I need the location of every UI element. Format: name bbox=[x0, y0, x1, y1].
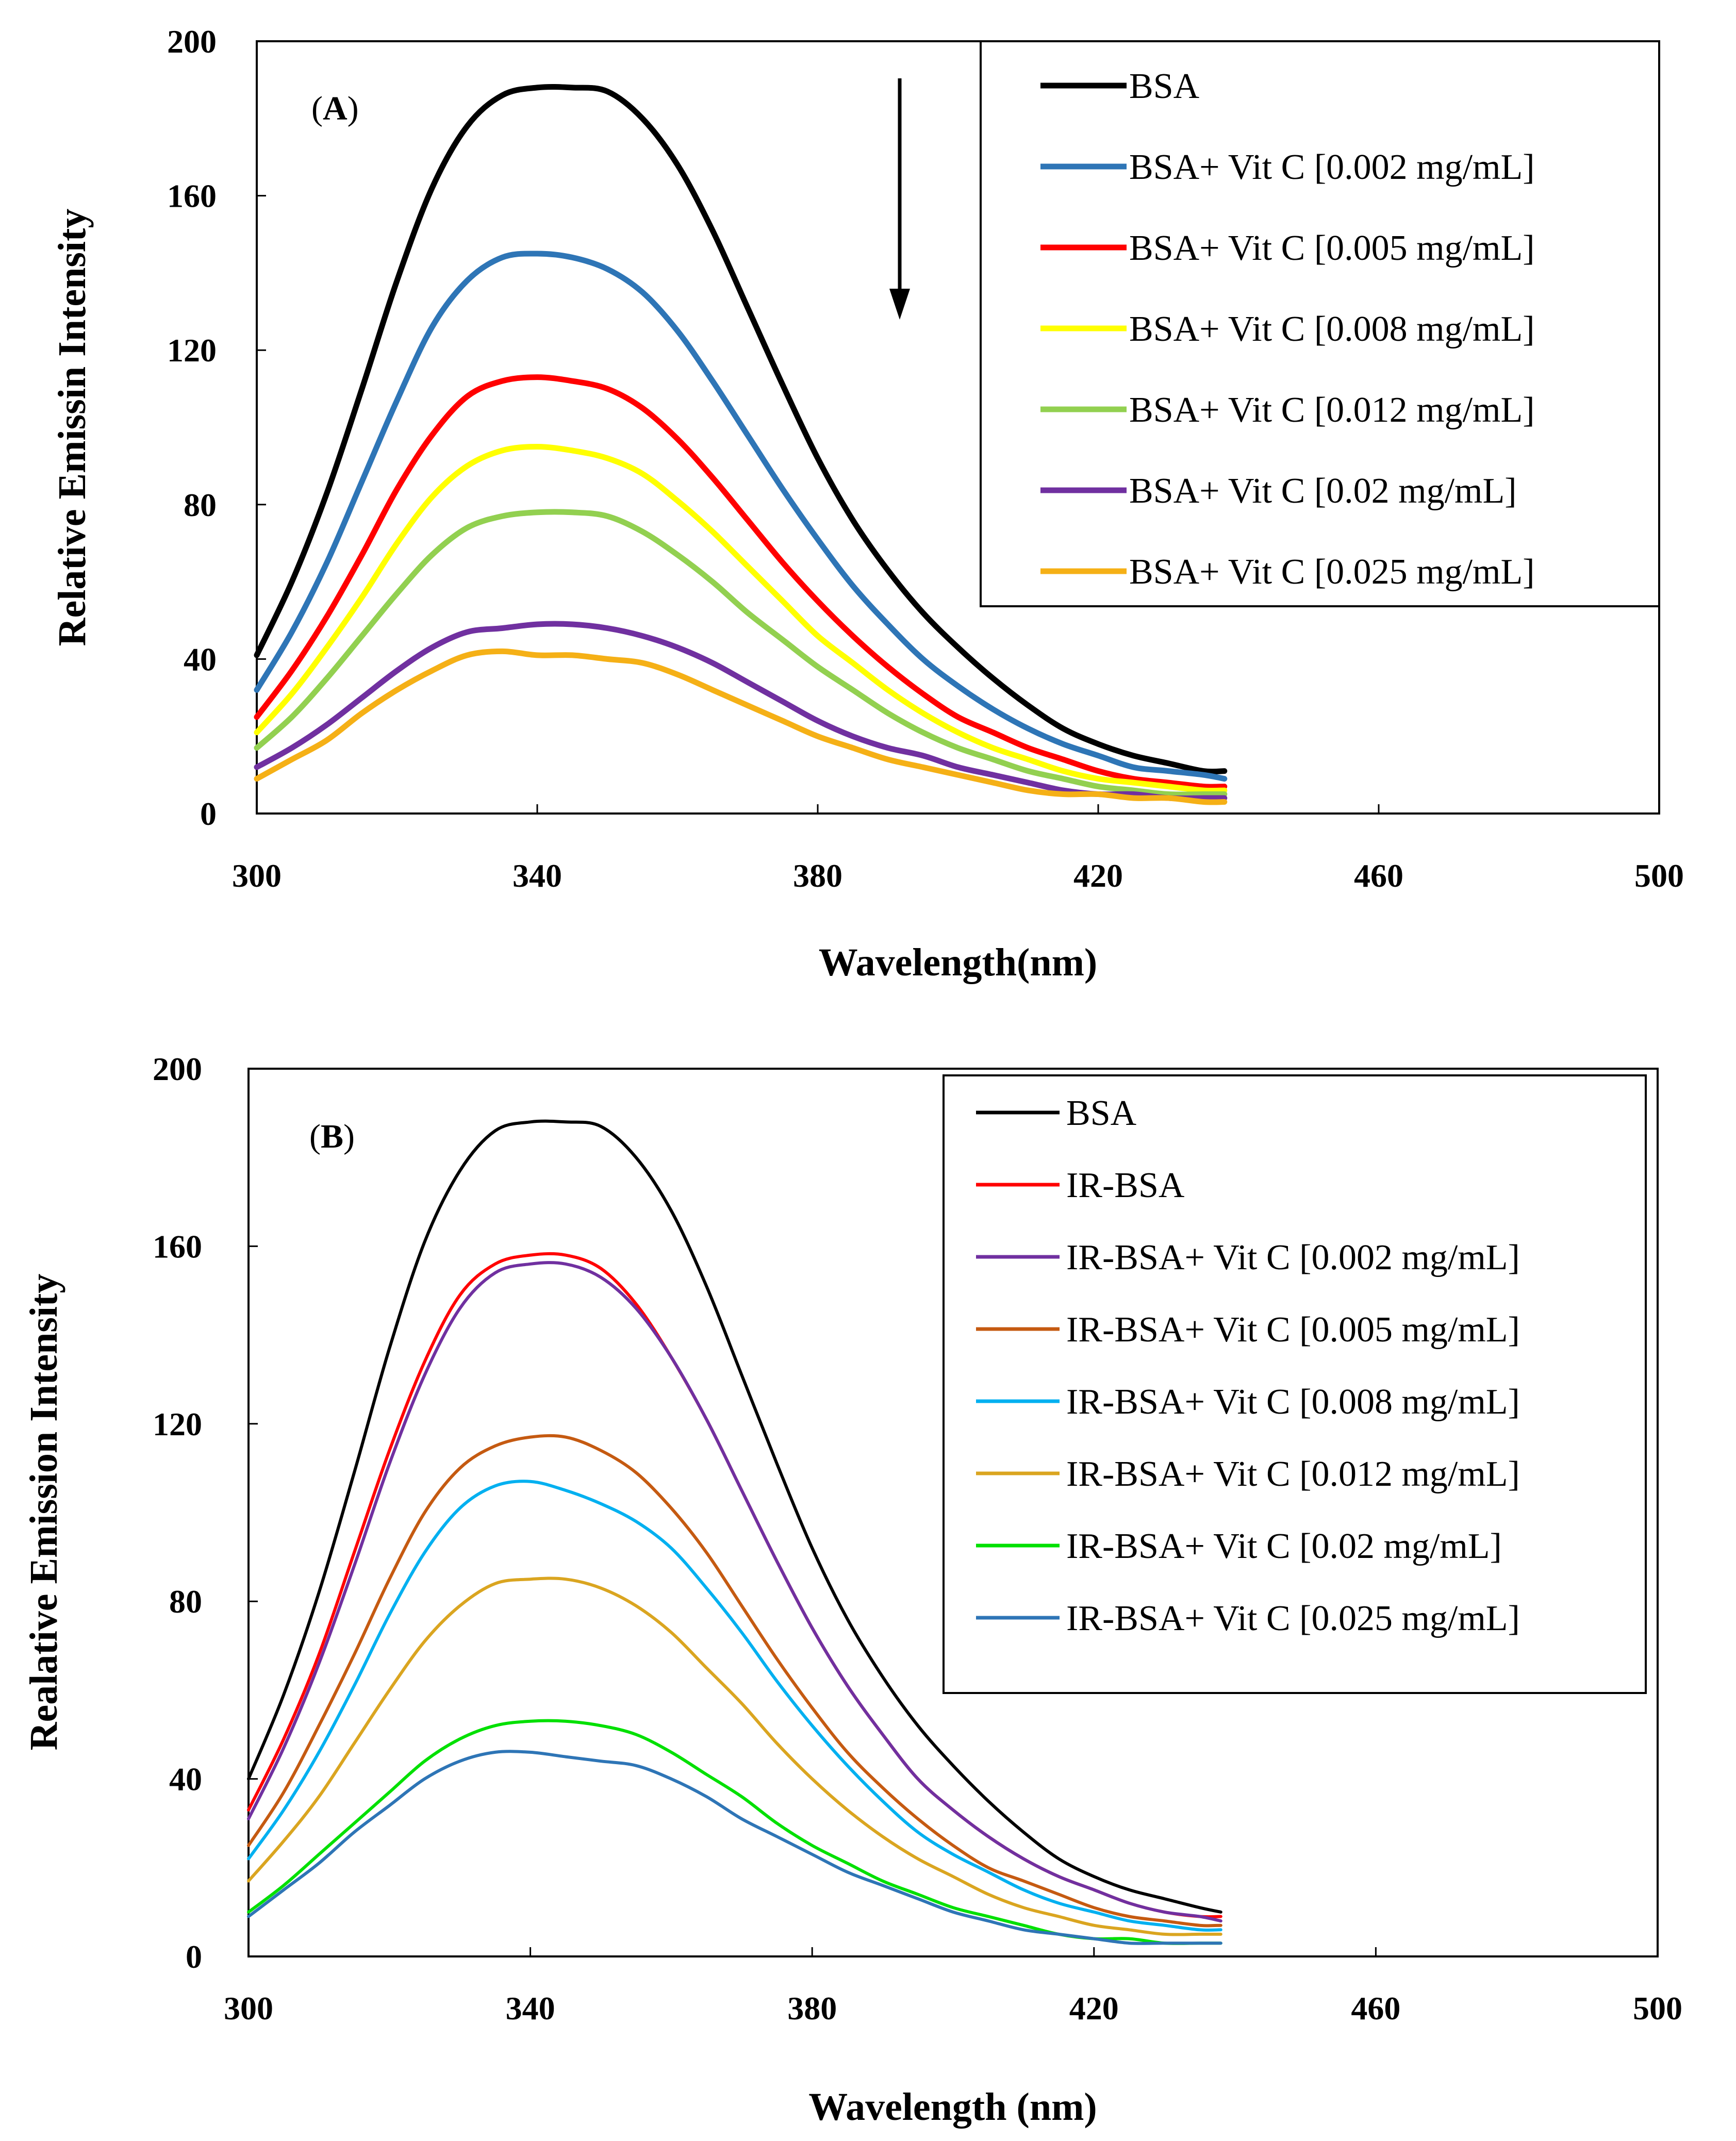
y-axis-title-a: Relative Emissin Intensity bbox=[51, 209, 94, 646]
legend-label: BSA+ Vit C [0.012 mg/mL] bbox=[1129, 390, 1535, 430]
x-tick-label: 380 bbox=[793, 857, 842, 894]
x-axis-title-b: Wavelength (nm) bbox=[808, 2085, 1097, 2129]
y-tick-label: 200 bbox=[167, 23, 217, 60]
y-tick-label: 160 bbox=[167, 178, 217, 214]
series-line bbox=[247, 1261, 1222, 1923]
downward-arrowhead bbox=[889, 289, 910, 320]
x-tick-label: 500 bbox=[1634, 857, 1684, 894]
legend-label: BSA+ Vit C [0.005 mg/mL] bbox=[1129, 228, 1535, 268]
y-tick-label: 80 bbox=[169, 1583, 202, 1620]
legend-label: IR-BSA+ Vit C [0.008 mg/mL] bbox=[1066, 1382, 1520, 1422]
x-axis-title-a: Wavelength(nm) bbox=[819, 941, 1097, 984]
legend-label: BSA bbox=[1129, 67, 1200, 106]
panel-label-b: (B) bbox=[309, 1118, 355, 1155]
y-tick-label: 200 bbox=[153, 1051, 202, 1087]
x-tick-label: 340 bbox=[506, 1990, 555, 2027]
legend-box-a bbox=[980, 40, 1660, 607]
y-tick-label: 40 bbox=[184, 641, 217, 677]
x-tick-label: 380 bbox=[787, 1990, 837, 2027]
legend-label: BSA+ Vit C [0.02 mg/mL] bbox=[1129, 471, 1517, 511]
panel-b: 300 340 380 420 460 500 0 40 80 120 160 200 (B) BSA… bbox=[22, 1051, 1682, 2129]
y-tick-label: 40 bbox=[169, 1761, 202, 1798]
panel-label-a: (A) bbox=[311, 90, 359, 127]
legend-label: IR-BSA+ Vit C [0.002 mg/mL] bbox=[1066, 1238, 1520, 1277]
legend-label: BSA+ Vit C [0.002 mg/mL] bbox=[1129, 147, 1535, 187]
x-tick-label: 460 bbox=[1351, 1990, 1400, 2027]
panel-a: 300 340 380 420 460 500 0 40 80 120 160 200 (A) BSA… bbox=[51, 23, 1684, 984]
series-line bbox=[247, 1434, 1222, 1928]
y-tick-label: 80 bbox=[184, 487, 217, 523]
series-line bbox=[247, 1750, 1222, 1945]
legend-label: IR-BSA bbox=[1066, 1166, 1185, 1205]
y-tick-label: 0 bbox=[186, 1938, 202, 1975]
x-tick-label: 460 bbox=[1354, 857, 1403, 894]
panel-label-b-letter: B bbox=[321, 1118, 343, 1155]
series-line bbox=[254, 251, 1228, 782]
series-line bbox=[254, 374, 1228, 790]
legend-box-b bbox=[943, 1074, 1647, 1694]
series-line bbox=[247, 1576, 1222, 1936]
legend-label: BSA bbox=[1066, 1093, 1137, 1133]
y-axis-title-b: Realative Emission Intensity bbox=[22, 1274, 65, 1751]
x-tick-label: 300 bbox=[232, 857, 282, 894]
y-tick-label: 120 bbox=[167, 332, 217, 369]
series-line bbox=[254, 84, 1228, 775]
y-tick-label: 0 bbox=[200, 795, 217, 832]
legend-label: BSA+ Vit C [0.008 mg/mL] bbox=[1129, 309, 1535, 349]
legend-label: IR-BSA+ Vit C [0.012 mg/mL] bbox=[1066, 1454, 1520, 1494]
y-tick-label: 160 bbox=[153, 1228, 202, 1265]
panel-label-a-letter: A bbox=[323, 90, 348, 127]
series-line bbox=[247, 1119, 1222, 1914]
legend-label: IR-BSA+ Vit C [0.005 mg/mL] bbox=[1066, 1310, 1520, 1350]
x-tick-label: 420 bbox=[1069, 1990, 1119, 2027]
legend-label: IR-BSA+ Vit C [0.025 mg/mL] bbox=[1066, 1599, 1520, 1638]
legend-label: IR-BSA+ Vit C [0.02 mg/mL] bbox=[1066, 1526, 1502, 1566]
series-line bbox=[254, 509, 1228, 798]
series-line bbox=[247, 1480, 1222, 1932]
legend-label: BSA+ Vit C [0.025 mg/mL] bbox=[1129, 552, 1535, 592]
x-tick-label: 420 bbox=[1073, 857, 1123, 894]
series-line bbox=[254, 621, 1228, 802]
series-line bbox=[254, 444, 1228, 794]
x-tick-label: 300 bbox=[224, 1990, 273, 2027]
series-line bbox=[254, 648, 1228, 805]
x-tick-label: 340 bbox=[512, 857, 562, 894]
y-tick-label: 120 bbox=[153, 1406, 202, 1442]
x-tick-label: 500 bbox=[1633, 1990, 1682, 2027]
